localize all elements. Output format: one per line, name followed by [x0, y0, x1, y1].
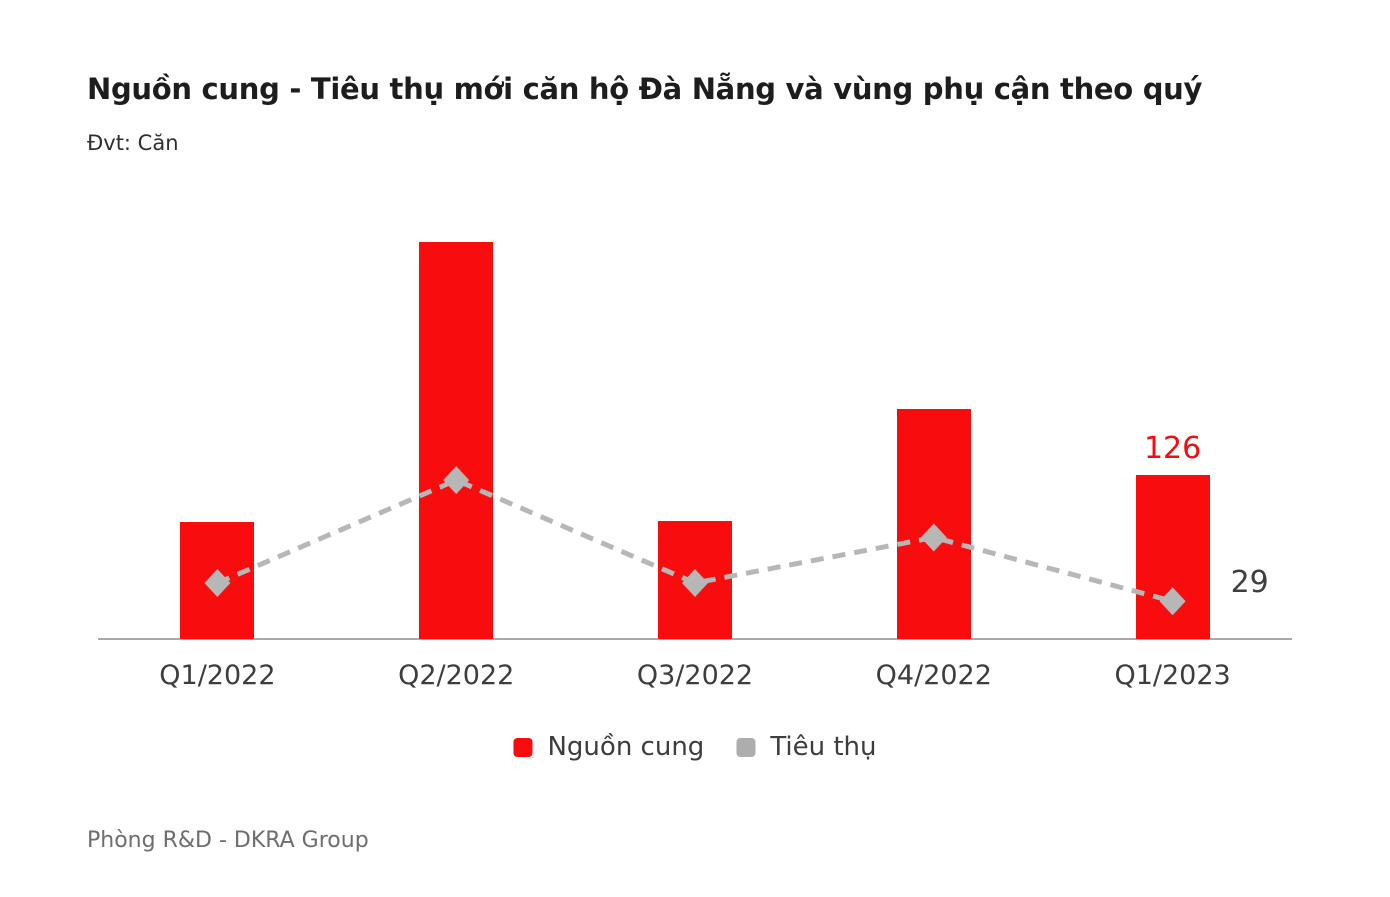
x-axis-label: Q2/2022: [398, 660, 515, 691]
x-axis-label: Q4/2022: [875, 660, 992, 691]
source-note: Phòng R&D - DKRA Group: [87, 828, 369, 853]
x-axis-label: Q3/2022: [636, 660, 754, 691]
consumption-diamond-marker: [443, 466, 470, 495]
consumption-diamond-marker: [682, 569, 708, 598]
consumption-diamond-marker: [204, 569, 231, 598]
legend-label-supply: Nguồn cung: [547, 732, 705, 762]
x-axis-label: Q1/2023: [1114, 660, 1231, 691]
legend-label-consumption: Tiêu thụ: [770, 732, 877, 762]
consumption-diamond-marker: [1159, 587, 1186, 616]
legend-item-supply: Nguồn cung: [513, 732, 704, 762]
consumption-line: [216, 477, 1174, 604]
consumption-value-label: 29: [1230, 565, 1269, 601]
consumption-swatch-icon: [736, 737, 756, 757]
supply-bar: [419, 241, 494, 639]
x-axis-label: Q1/2022: [159, 660, 276, 691]
consumption-diamond-marker: [920, 523, 947, 552]
legend: Nguồn cung Tiêu thụ: [513, 732, 877, 762]
supply-value-label: 126: [1143, 430, 1202, 466]
unit-note: Đvt: Căn: [87, 131, 179, 155]
chart-title: Nguồn cung - Tiêu thụ mới căn hộ Đà Nẵng…: [87, 72, 1203, 106]
legend-item-consumption: Tiêu thụ: [736, 732, 877, 762]
x-axis-line: [98, 638, 1292, 640]
supply-swatch-icon: [513, 737, 533, 757]
